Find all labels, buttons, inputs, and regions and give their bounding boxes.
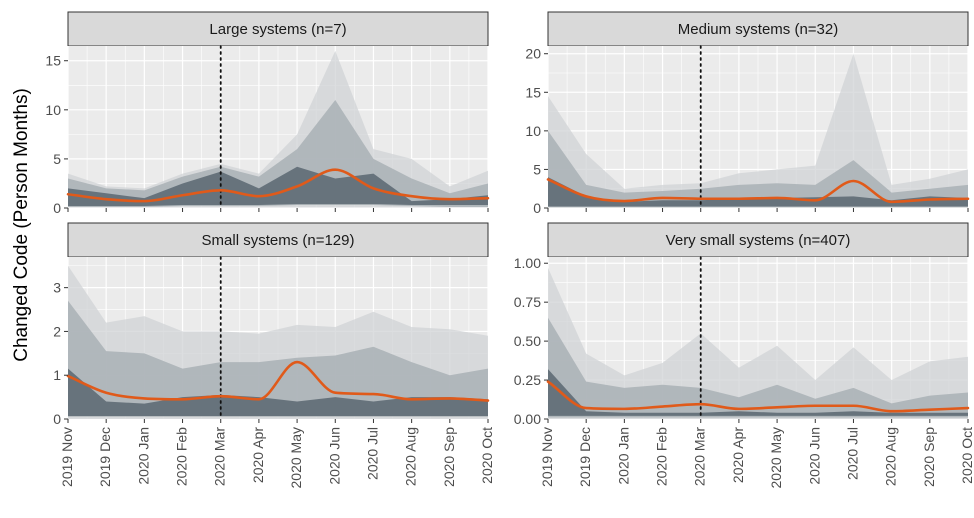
x-tick-label: 2020 Feb (654, 427, 670, 486)
facet-strip (547, 11, 969, 47)
y-tick-label: 1.00 (514, 255, 541, 271)
y-tick-label: 15 (525, 84, 541, 100)
x-tick-label: 2020 Sep (441, 427, 457, 487)
y-tick-label: 10 (45, 102, 61, 118)
x-tick-label: 2020 Jan (615, 427, 631, 485)
y-tick-label: 0 (53, 411, 61, 427)
y-tick-label: 0.75 (514, 294, 541, 310)
facet-panel: Small systems (n=129) 0 1 2 3 2019 Nov 2019 De… (53, 222, 495, 488)
band-middle (68, 300, 488, 417)
x-tick-label: 2020 Jun (326, 427, 342, 485)
y-tick-label: 0 (533, 200, 541, 216)
x-tick-label: 2020 May (288, 427, 304, 488)
band-inner (548, 177, 968, 207)
y-tick-label: 2 (53, 323, 61, 339)
facet-title: Very small systems (n=407) (666, 232, 851, 249)
band-middle (548, 317, 968, 418)
y-tick-label: 0.25 (514, 372, 541, 388)
median-line (546, 380, 970, 413)
x-tick-label: 2019 Nov (59, 427, 75, 487)
facet-strip (67, 11, 489, 47)
x-tick-label: 2020 Oct (959, 427, 974, 484)
y-tick-label: 10 (525, 123, 541, 139)
x-tick-label: 2020 Jul (844, 427, 860, 480)
y-tick-label: 5 (53, 151, 61, 167)
y-tick-label: 0 (53, 200, 61, 216)
x-tick-label: 2020 Aug (403, 427, 419, 486)
y-tick-label: 1 (53, 367, 61, 383)
facet-strip (547, 222, 969, 258)
x-tick-label: 2020 Mar (692, 427, 708, 486)
x-tick-label: 2019 Nov (539, 427, 555, 487)
x-tick-label: 2020 May (768, 427, 784, 488)
x-tick-label: 2019 Dec (577, 427, 593, 487)
y-tick-label: 0.50 (514, 333, 541, 349)
x-tick-label: 2020 Mar (212, 427, 228, 486)
y-tick-label: 20 (525, 46, 541, 62)
band-outer (548, 267, 968, 419)
median-line (546, 178, 970, 204)
facet-title: Medium systems (n=32) (678, 21, 838, 38)
facet-panel: Very small systems (n=407) 0.00 0.25 0.50 0.… (514, 222, 974, 488)
median-line (66, 168, 490, 203)
x-tick-label: 2019 Dec (97, 427, 113, 487)
band-inner (68, 368, 488, 416)
x-tick-label: 2020 Aug (883, 427, 899, 486)
y-tick-label: 15 (45, 53, 61, 69)
median-line (66, 360, 490, 402)
x-tick-label: 2020 Jan (135, 427, 151, 485)
y-tick-label: 0.00 (514, 411, 541, 427)
x-tick-label: 2020 Jun (806, 427, 822, 485)
x-tick-label: 2020 Sep (921, 427, 937, 487)
facet-panel: Medium systems (n=32) 0 5 10 15 20 (525, 11, 970, 216)
x-tick-label: 2020 Feb (174, 427, 190, 486)
x-tick-label: 2020 Jul (364, 427, 380, 480)
facet-panel: Large systems (n=7) 0 5 10 15 (45, 11, 490, 216)
y-tick-label: 3 (53, 280, 61, 296)
band-middle (548, 130, 968, 208)
facet-title: Large systems (n=7) (209, 21, 346, 38)
x-tick-label: 2020 Apr (250, 427, 266, 483)
x-tick-label: 2020 Apr (730, 427, 746, 483)
band-middle (68, 100, 488, 208)
y-tick-label: 5 (533, 161, 541, 177)
facet-title: Small systems (n=129) (202, 232, 355, 249)
x-tick-label: 2020 Oct (479, 427, 495, 484)
